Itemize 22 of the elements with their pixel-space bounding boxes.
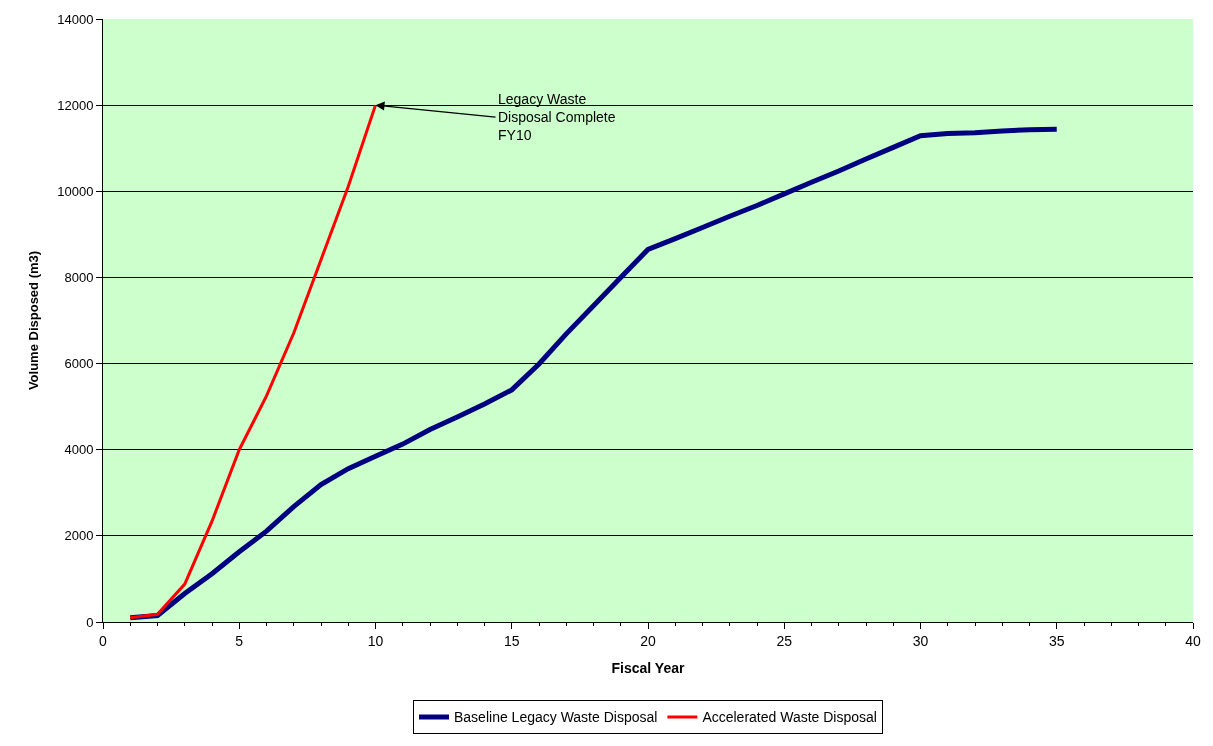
x-tick-label: 30 [912, 632, 929, 649]
y-tick-label: 2000 [64, 528, 94, 544]
legend-label: Accelerated Waste Disposal [702, 709, 877, 726]
y-tick-label: 14000 [57, 11, 94, 27]
y-tick-label: 8000 [64, 269, 94, 285]
x-tick-label: 5 [235, 632, 244, 649]
x-tick-label: 0 [99, 632, 108, 649]
y-tick-label: 0 [86, 614, 94, 630]
y-tick-label: 4000 [64, 442, 94, 458]
y-tick-label: 12000 [57, 97, 94, 113]
x-tick-label: 25 [776, 632, 793, 649]
y-tick-label: 6000 [64, 356, 94, 372]
legend-label: Baseline Legacy Waste Disposal [454, 709, 658, 726]
annotation: Legacy Waste Disposal Complete FY10 [498, 91, 616, 144]
x-tick-label: 15 [503, 632, 520, 649]
x-tick-label: 10 [367, 632, 384, 649]
x-tick-label: 40 [1185, 632, 1201, 649]
y-tick-label: 10000 [57, 183, 94, 199]
x-tick-label: 35 [1048, 632, 1065, 649]
x-tick-label: 20 [640, 632, 656, 649]
x-axis-title: Fiscal Year [611, 660, 685, 677]
y-axis-title: Volume Disposed (m3) [26, 250, 42, 391]
